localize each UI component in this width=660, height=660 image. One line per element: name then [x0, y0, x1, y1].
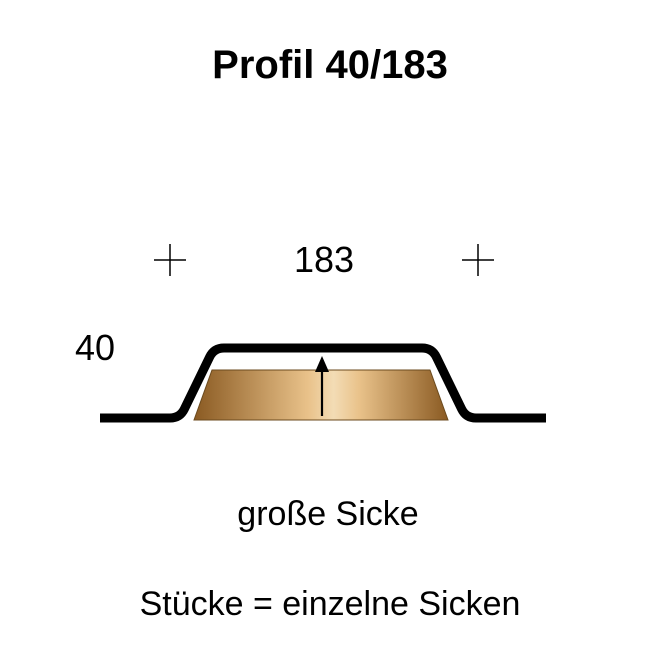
footer-text: Stücke = einzelne Sicken — [140, 585, 521, 623]
arrow-label: große Sicke — [237, 495, 418, 533]
title: Profil 40/183 — [212, 43, 448, 87]
width-label: 183 — [294, 239, 354, 280]
height-label: 40 — [75, 327, 115, 368]
